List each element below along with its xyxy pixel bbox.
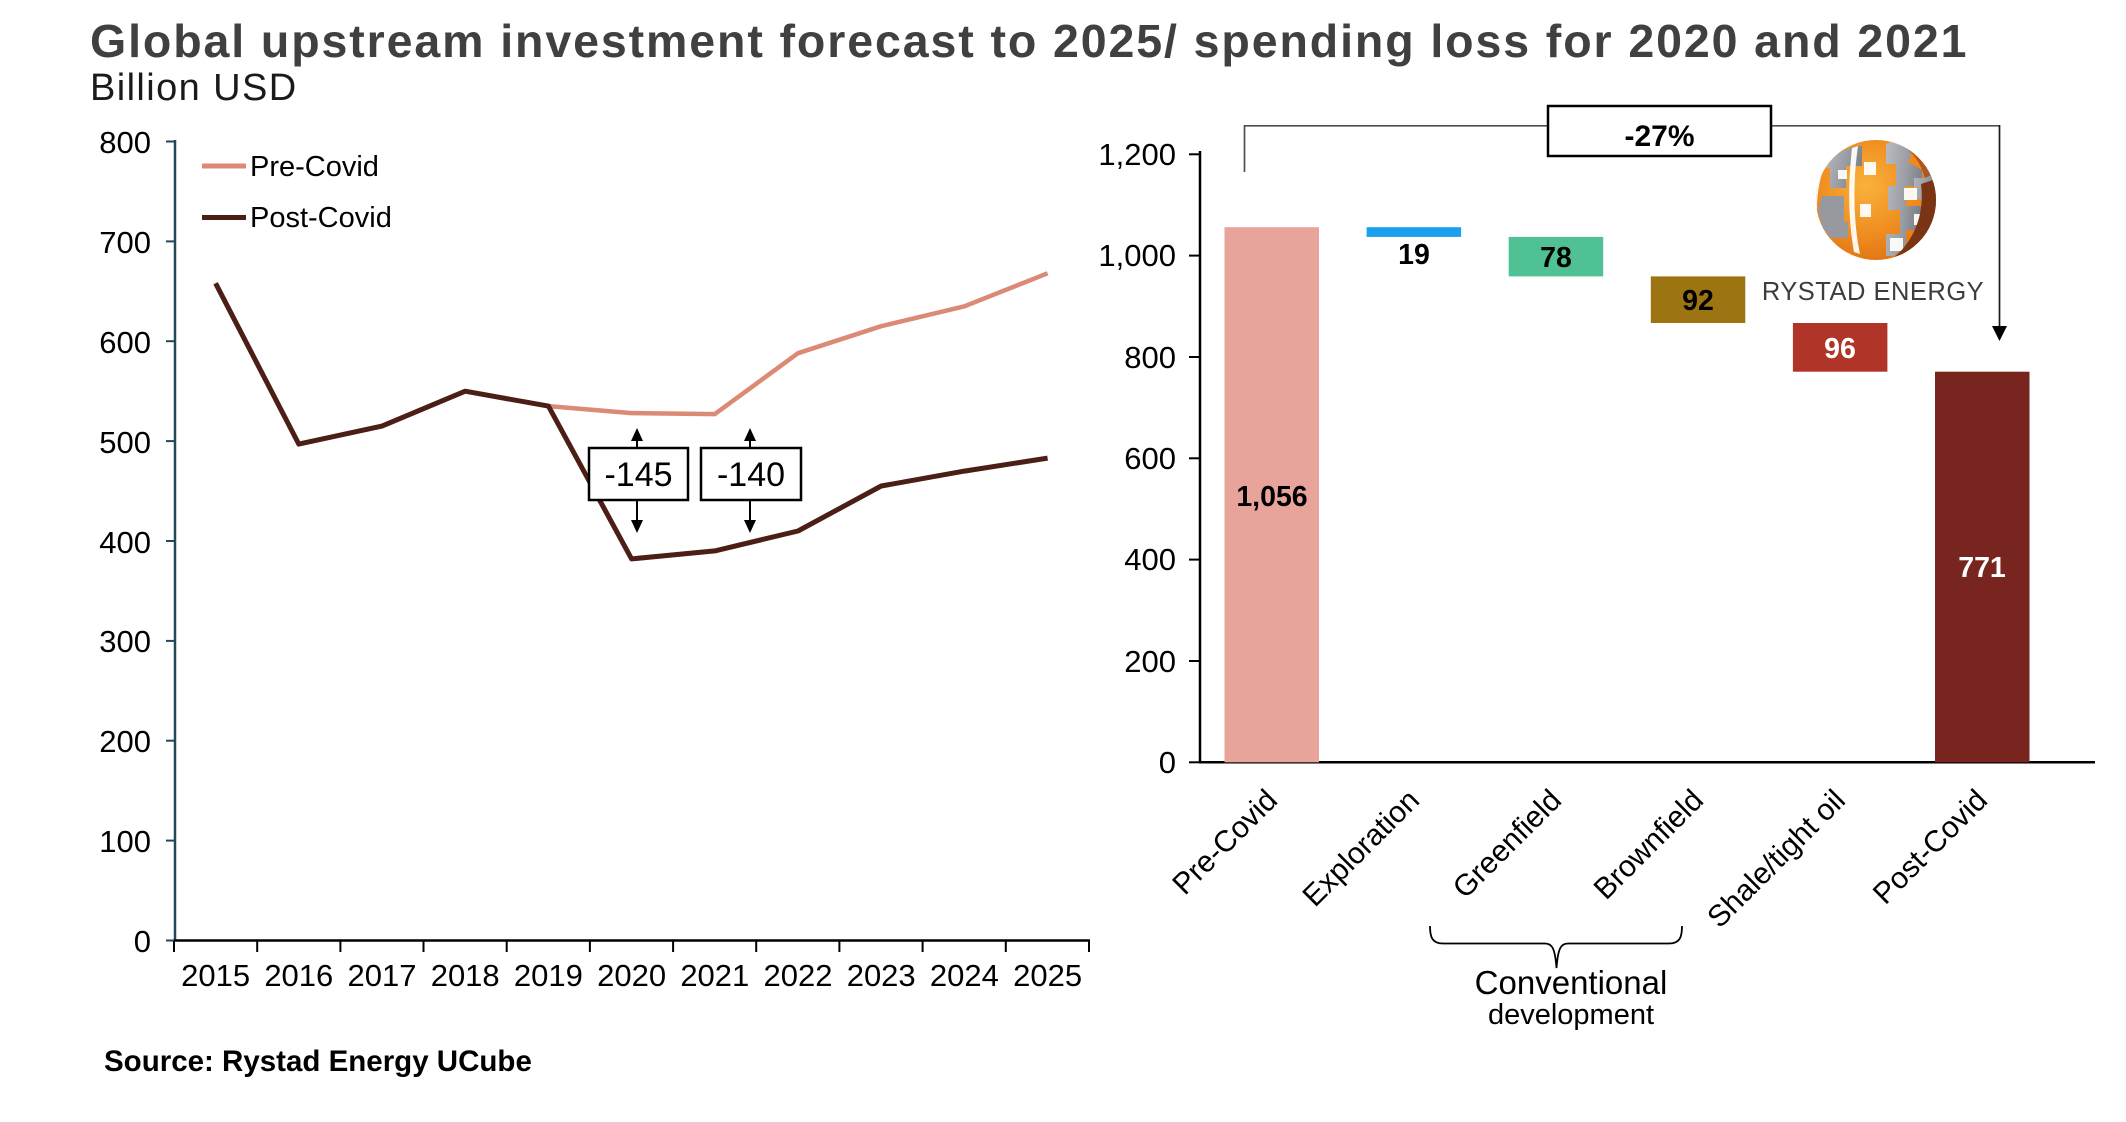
svg-text:Post-Covid: Post-Covid <box>250 202 392 234</box>
svg-text:Brownfield: Brownfield <box>1588 784 1710 906</box>
svg-text:2023: 2023 <box>847 958 916 993</box>
svg-text:2019: 2019 <box>514 958 583 993</box>
svg-text:0: 0 <box>1159 745 1176 780</box>
svg-text:800: 800 <box>99 125 151 160</box>
svg-text:development: development <box>1488 999 1654 1031</box>
svg-text:771: 771 <box>1958 552 2006 584</box>
svg-text:2021: 2021 <box>680 958 749 993</box>
svg-text:200: 200 <box>1124 644 1176 679</box>
svg-text:78: 78 <box>1540 242 1572 274</box>
svg-text:2025: 2025 <box>1013 958 1082 993</box>
svg-text:RYSTAD ENERGY: RYSTAD ENERGY <box>1762 278 1984 306</box>
svg-text:300: 300 <box>99 624 151 659</box>
svg-text:1,000: 1,000 <box>1098 238 1176 273</box>
svg-text:96: 96 <box>1824 333 1856 365</box>
svg-text:2016: 2016 <box>264 958 333 993</box>
svg-text:400: 400 <box>1124 542 1176 577</box>
svg-text:Pre-Covid: Pre-Covid <box>1166 784 1284 902</box>
svg-text:600: 600 <box>99 325 151 360</box>
svg-text:2024: 2024 <box>930 958 999 993</box>
svg-text:Post-Covid: Post-Covid <box>1867 784 1994 911</box>
svg-text:100: 100 <box>99 824 151 859</box>
svg-text:Conventional: Conventional <box>1475 964 1668 1001</box>
svg-text:700: 700 <box>99 225 151 260</box>
svg-text:Shale/tight oil: Shale/tight oil <box>1701 784 1852 935</box>
svg-text:Billion USD: Billion USD <box>90 67 298 109</box>
svg-text:-27%: -27% <box>1624 120 1694 153</box>
svg-text:400: 400 <box>99 525 151 560</box>
svg-text:-145: -145 <box>604 456 672 494</box>
svg-text:800: 800 <box>1124 340 1176 375</box>
svg-text:1,056: 1,056 <box>1236 481 1307 513</box>
svg-text:2020: 2020 <box>597 958 666 993</box>
svg-text:0: 0 <box>134 924 151 959</box>
svg-text:500: 500 <box>99 425 151 460</box>
svg-text:1,200: 1,200 <box>1098 137 1176 172</box>
svg-text:2018: 2018 <box>431 958 500 993</box>
svg-text:Exploration: Exploration <box>1296 784 1425 913</box>
svg-text:200: 200 <box>99 724 151 759</box>
svg-text:-140: -140 <box>717 456 785 494</box>
svg-text:2015: 2015 <box>181 958 250 993</box>
svg-text:Source: Rystad Energy UCube: Source: Rystad Energy UCube <box>104 1045 532 1078</box>
svg-text:2022: 2022 <box>764 958 833 993</box>
svg-text:Greenfield: Greenfield <box>1447 784 1568 905</box>
svg-text:2017: 2017 <box>348 958 417 993</box>
svg-text:Pre-Covid: Pre-Covid <box>250 151 379 183</box>
svg-text:92: 92 <box>1682 285 1714 317</box>
svg-text:600: 600 <box>1124 441 1176 476</box>
svg-text:19: 19 <box>1398 239 1430 271</box>
svg-text:Global upstream investment for: Global upstream investment forecast to 2… <box>90 15 1968 67</box>
